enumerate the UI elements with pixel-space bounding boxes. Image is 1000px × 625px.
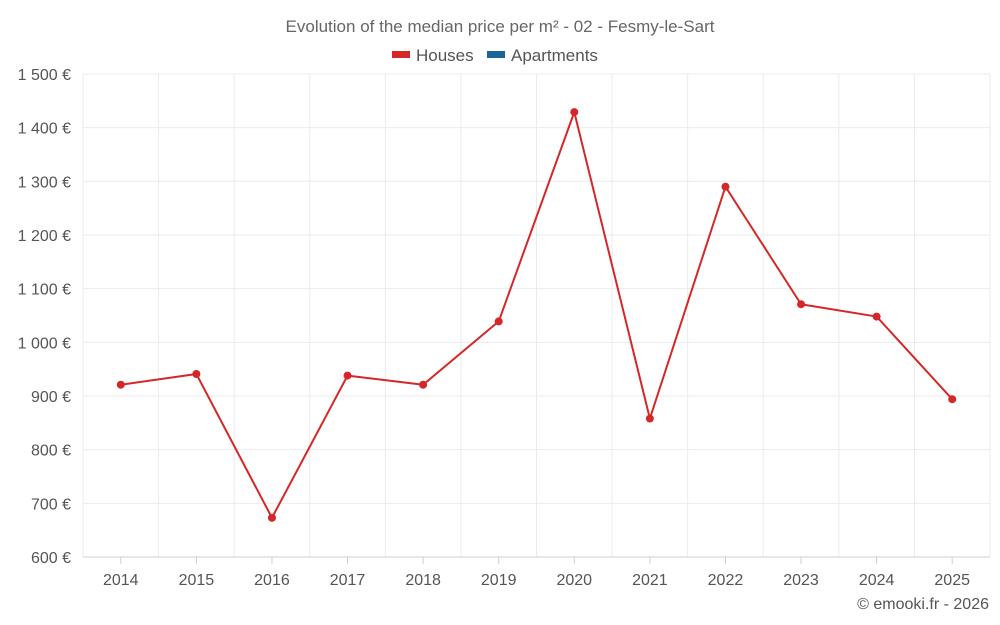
data-point[interactable] bbox=[570, 108, 579, 117]
data-point[interactable] bbox=[948, 395, 957, 404]
series-houses bbox=[116, 108, 957, 522]
x-tick-label: 2023 bbox=[783, 572, 819, 589]
data-point[interactable] bbox=[343, 371, 352, 380]
x-tick-label: 2024 bbox=[859, 572, 895, 589]
y-tick-label: 800 € bbox=[31, 443, 71, 460]
chart-title: Evolution of the median price per m² - 0… bbox=[286, 17, 715, 36]
x-tick-label: 2020 bbox=[556, 572, 592, 589]
data-point[interactable] bbox=[419, 380, 428, 389]
data-point[interactable] bbox=[267, 513, 276, 522]
data-point[interactable] bbox=[721, 182, 730, 191]
x-tick-label: 2022 bbox=[708, 572, 744, 589]
data-point[interactable] bbox=[192, 369, 201, 378]
x-tick-label: 2025 bbox=[934, 572, 970, 589]
legend-label-apartments: Apartments bbox=[511, 46, 598, 65]
series-line-houses bbox=[120, 111, 953, 519]
data-point[interactable] bbox=[494, 317, 503, 326]
x-tick-label: 2015 bbox=[179, 572, 215, 589]
data-point[interactable] bbox=[645, 414, 654, 423]
y-tick-label: 700 € bbox=[31, 496, 71, 513]
data-point[interactable] bbox=[116, 380, 125, 389]
x-tick-label: 2016 bbox=[254, 572, 290, 589]
legend: Houses Apartments bbox=[392, 46, 598, 65]
x-tick-label: 2017 bbox=[330, 572, 366, 589]
x-tick-label: 2019 bbox=[481, 572, 517, 589]
y-tick-label: 600 € bbox=[31, 550, 71, 567]
y-tick-label: 1 500 € bbox=[18, 67, 71, 84]
credit-text: © emooki.fr - 2026 bbox=[857, 596, 989, 613]
legend-swatch-apartments bbox=[487, 51, 505, 58]
y-tick-label: 1 200 € bbox=[18, 228, 71, 245]
y-tick-label: 1 100 € bbox=[18, 282, 71, 299]
legend-item-houses[interactable]: Houses bbox=[392, 46, 474, 65]
x-axis-ticks: 2014 2015 2016 2017 2018 2019 2020 2021 2022 2023… bbox=[103, 557, 970, 589]
legend-swatch-houses bbox=[392, 51, 410, 58]
data-point[interactable] bbox=[797, 300, 806, 309]
y-tick-label: 1 300 € bbox=[18, 174, 71, 191]
y-tick-label: 1 400 € bbox=[18, 121, 71, 138]
x-tick-label: 2018 bbox=[405, 572, 441, 589]
y-tick-label: 1 000 € bbox=[18, 335, 71, 352]
x-tick-label: 2021 bbox=[632, 572, 668, 589]
x-gridlines bbox=[82, 74, 991, 557]
data-point[interactable] bbox=[872, 312, 881, 321]
x-tick-label: 2014 bbox=[103, 572, 139, 589]
legend-item-apartments[interactable]: Apartments bbox=[487, 46, 598, 65]
y-tick-label: 900 € bbox=[31, 389, 71, 406]
legend-label-houses: Houses bbox=[416, 46, 474, 65]
y-axis-ticks: 600 € 700 € 800 € 900 € 1 000 € 1 100 € 1 200 … bbox=[18, 67, 71, 567]
